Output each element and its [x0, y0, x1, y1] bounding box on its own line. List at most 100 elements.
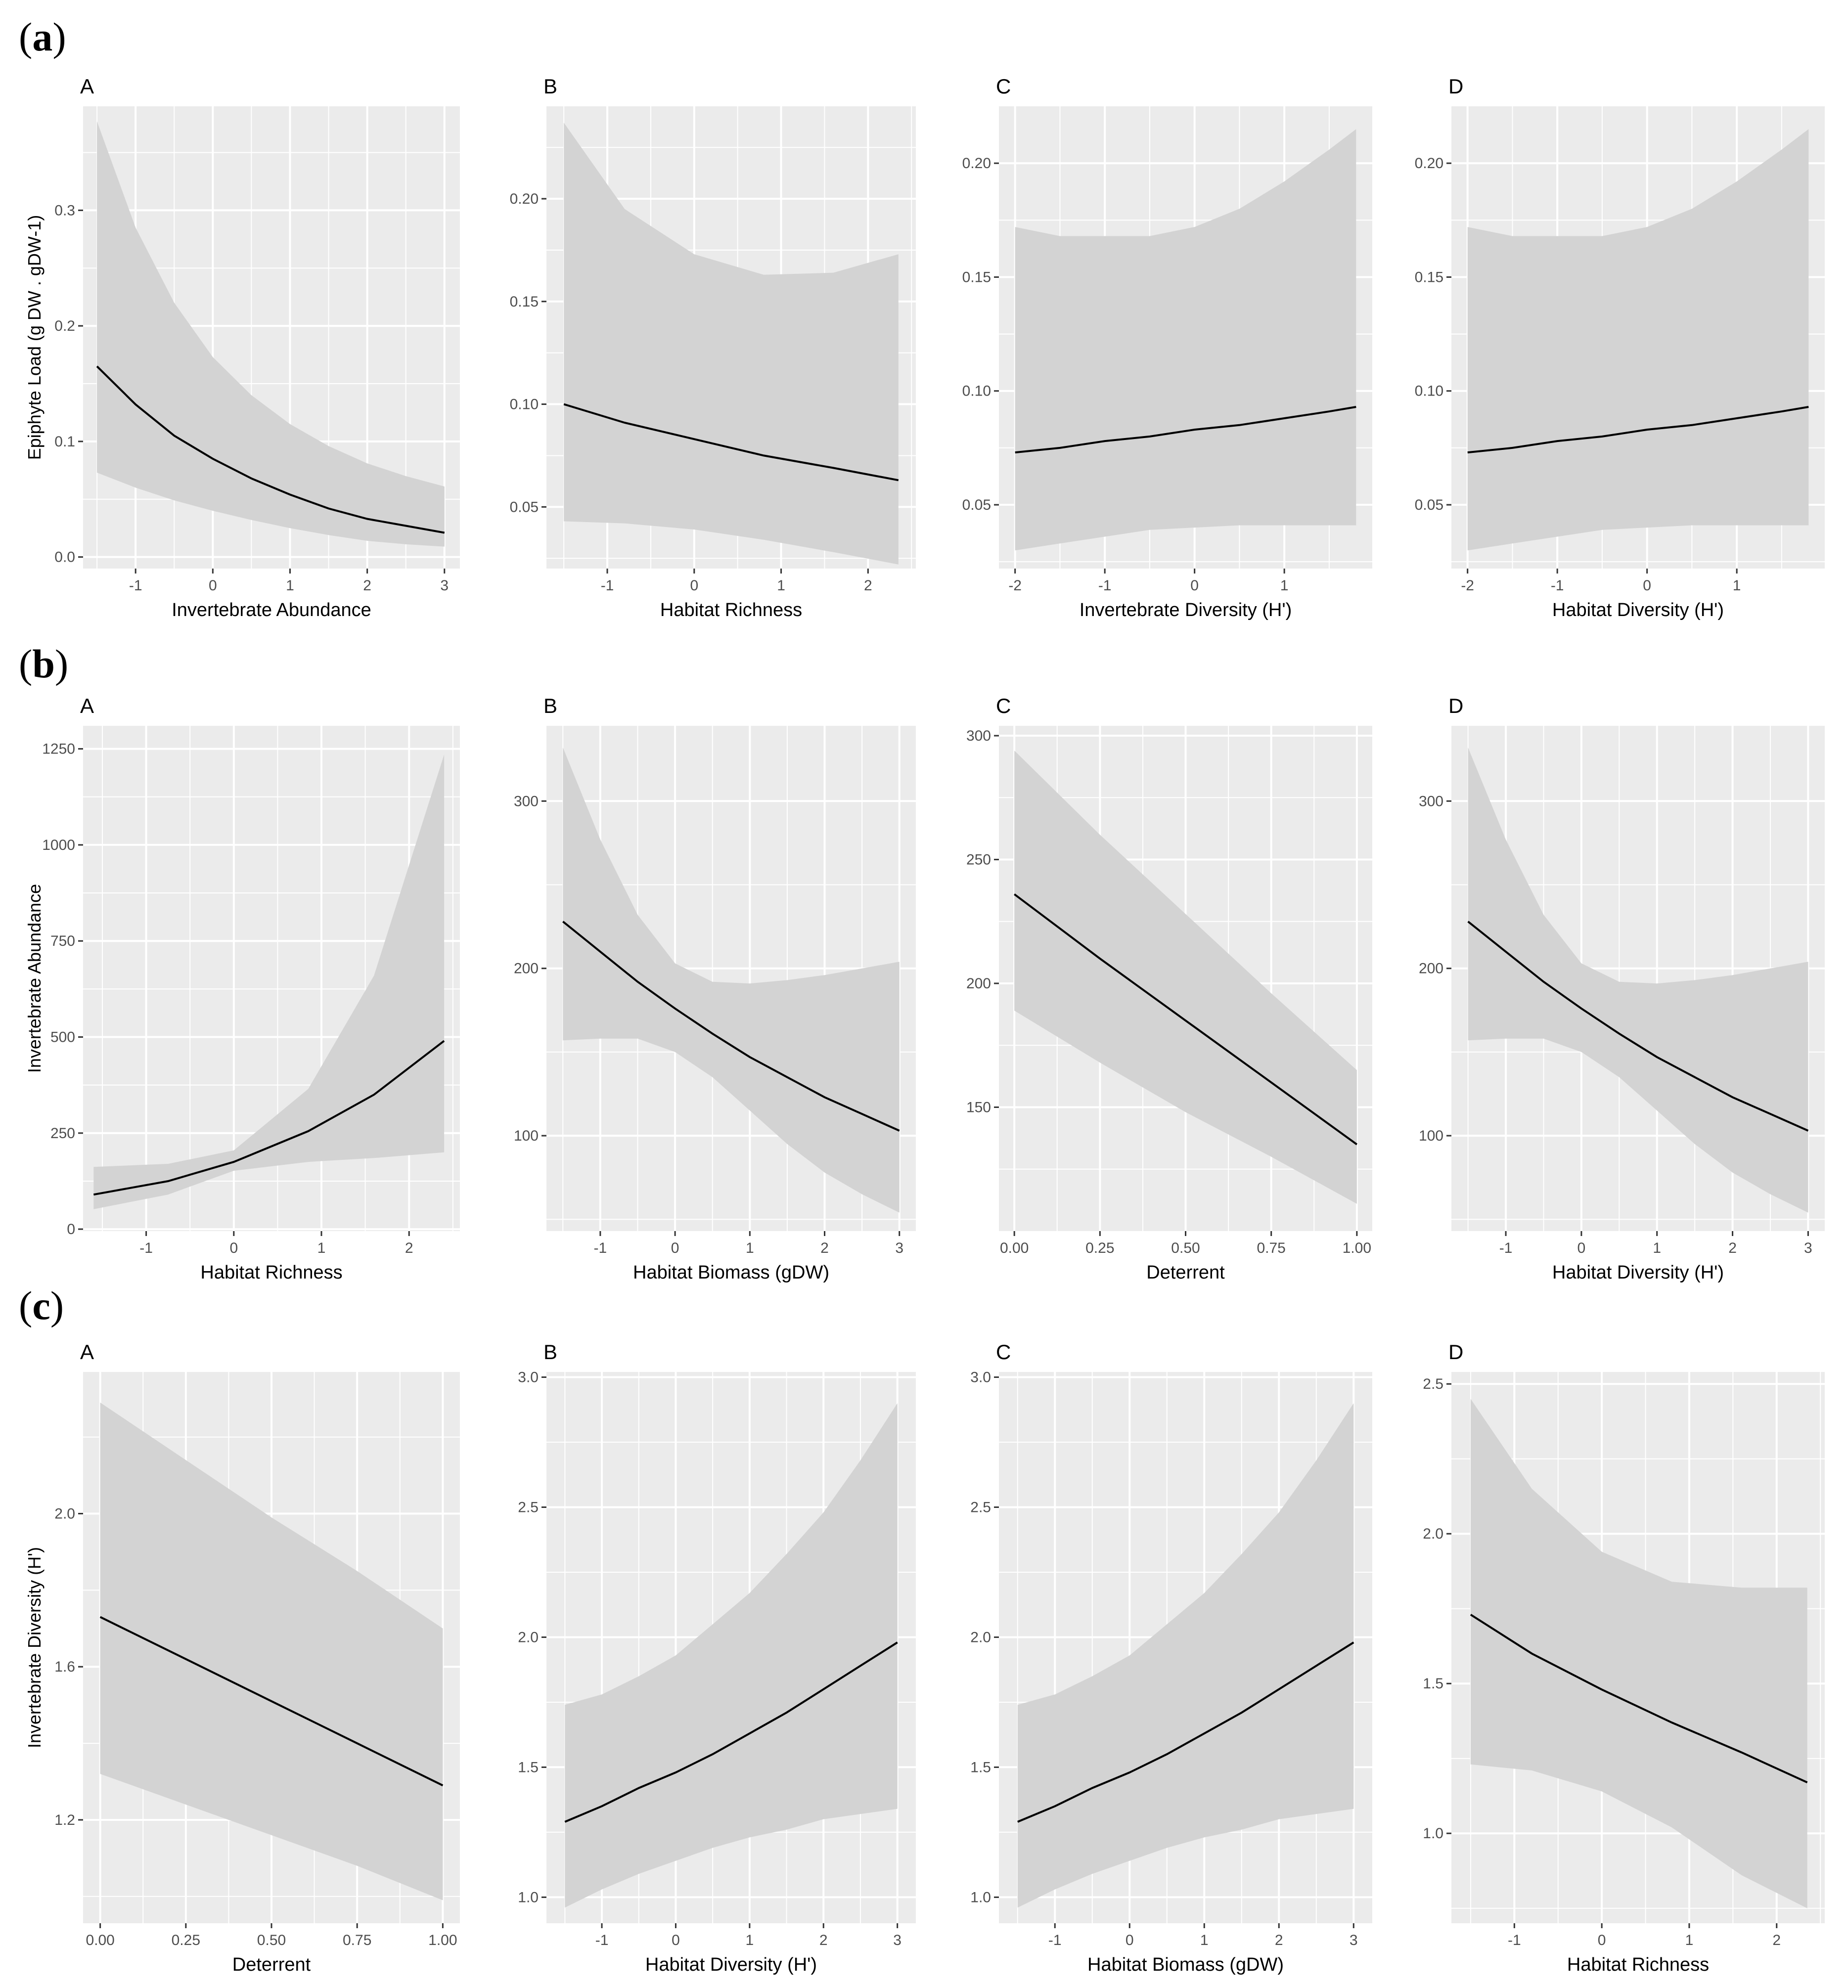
y-tick-label: 1.5: [970, 1759, 991, 1775]
fitted-line: [563, 403, 899, 482]
x-tick-label: 1: [1280, 577, 1289, 594]
x-tick-label: 0.75: [1257, 1240, 1285, 1256]
panel-c-B: -1 0 1 2 3 1.0 1.5 2.0 2.5 3.0B Habitat Diversity …: [518, 1340, 916, 1975]
y-axis-label: Invertebrate Diversity (H'): [24, 1547, 45, 1748]
x-tick-label: 0: [1190, 577, 1199, 594]
x-tick-label: 2: [819, 1932, 828, 1948]
x-tick-label: 1: [317, 1240, 326, 1256]
x-tick-label: 1: [777, 577, 785, 594]
x-tick-label: 1.00: [428, 1932, 457, 1948]
y-tick-label: 0.2: [54, 318, 75, 334]
x-tick-label: 3: [440, 577, 449, 594]
panel-b-C: 0.00 0.25 0.50 0.75 1.00 150 200 250 300 C Deterre…: [966, 694, 1372, 1283]
fitted-line: [1467, 921, 1809, 1132]
row-label-c: (c): [19, 1283, 64, 1328]
y-tick-label: 0.05: [962, 497, 991, 513]
panel-a-A: -1 0 1 2 3 0.0 0.1 0.2 0.3 A Invertebrate Abundanc…: [24, 75, 460, 620]
y-tick-label: 0.05: [510, 499, 539, 515]
confidence-ribbon: [563, 748, 900, 1213]
x-tick-label: 3: [893, 1932, 901, 1948]
x-tick-label: 2: [363, 577, 371, 594]
x-tick-label: 1: [746, 1240, 754, 1256]
y-tick-label: 0.10: [510, 397, 539, 413]
x-tick-label: 0.00: [1000, 1240, 1029, 1256]
x-tick-label: 1.00: [1343, 1240, 1371, 1256]
x-tick-label: 0: [1598, 1932, 1606, 1948]
y-tick-label: 200: [966, 975, 991, 992]
panel-letter: B: [543, 694, 557, 717]
confidence-ribbon: [1468, 748, 1808, 1213]
panel-letter: C: [996, 694, 1011, 717]
x-tick-label: 2: [1728, 1240, 1737, 1256]
fitted-line: [564, 1641, 898, 1823]
y-tick-label: 1.6: [54, 1659, 75, 1675]
x-axis-label: Invertebrate Abundance: [172, 600, 371, 620]
y-axis-label: Invertebrate Abundance: [24, 884, 45, 1073]
x-tick-label: 0: [1578, 1240, 1586, 1256]
y-tick-label: 2.0: [518, 1629, 539, 1645]
y-tick-label: 1.0: [1423, 1825, 1443, 1842]
x-axis-label: Habitat Diversity (H'): [1552, 600, 1724, 620]
y-tick-label: 2.5: [1423, 1376, 1443, 1392]
panel-letter: B: [543, 1340, 557, 1364]
y-tick-label: 0.15: [510, 294, 539, 310]
x-axis-label: Habitat Richness: [1567, 1954, 1709, 1975]
x-tick-label: 1: [1733, 577, 1741, 594]
x-axis-label: Deterrent: [232, 1954, 311, 1975]
fitted-line: [93, 1040, 445, 1196]
x-tick-label: 1: [286, 577, 294, 594]
confidence-ribbon: [1470, 1399, 1807, 1908]
x-axis-label: Habitat Diversity (H'): [645, 1954, 817, 1975]
confidence-ribbon: [1015, 129, 1356, 551]
x-tick-label: -1: [139, 1240, 153, 1256]
x-tick-label: -1: [594, 1240, 607, 1256]
y-tick-label: 0.20: [510, 191, 539, 207]
x-tick-label: -1: [1551, 577, 1564, 594]
y-axis-label: Epiphyte Load (g DW . gDW-1): [24, 215, 45, 460]
x-tick-label: 1: [746, 1932, 754, 1948]
fitted-line: [1015, 406, 1356, 454]
x-tick-label: 2: [1275, 1932, 1283, 1948]
y-tick-label: 500: [50, 1029, 75, 1046]
y-tick-label: 0.10: [962, 383, 991, 399]
fitted-line: [1013, 893, 1357, 1146]
x-tick-label: -1: [1499, 1240, 1513, 1256]
x-tick-label: 0: [209, 577, 217, 594]
x-tick-label: 0.50: [257, 1932, 286, 1948]
x-tick-label: 2: [405, 1240, 413, 1256]
panel-a-C: -2 -1 0 1 0.05 0.10 0.15 0.20 C Invertebrate Dive…: [962, 75, 1372, 620]
confidence-ribbon: [1014, 751, 1357, 1204]
y-tick-label: 1.5: [518, 1759, 539, 1775]
x-axis-label: Invertebrate Diversity (H'): [1080, 600, 1292, 620]
x-axis-label: Habitat Richness: [660, 600, 802, 620]
x-tick-label: -1: [1048, 1932, 1062, 1948]
y-tick-label: 300: [514, 793, 539, 809]
fitted-line: [96, 365, 445, 534]
panel-letter: B: [543, 75, 557, 98]
panel-a-D: -2 -1 0 1 0.05 0.10 0.15 0.20 D Habitat Diversity…: [1415, 75, 1825, 620]
panel-c-C: -1 0 1 2 3 1.0 1.5 2.0 2.5 3.0 C Habitat Biomass (g…: [970, 1340, 1372, 1975]
x-tick-label: 1: [1685, 1932, 1694, 1948]
y-tick-label: 2.0: [1423, 1526, 1443, 1542]
y-tick-label: 0.15: [962, 269, 991, 285]
x-tick-label: 2: [1772, 1932, 1781, 1948]
confidence-ribbon: [100, 1402, 443, 1900]
y-tick-label: 1.2: [54, 1812, 75, 1828]
x-tick-label: -1: [1508, 1932, 1521, 1948]
x-axis-label: Habitat Richness: [200, 1262, 342, 1283]
x-axis-label: Habitat Diversity (H'): [1552, 1262, 1724, 1283]
x-tick-label: -1: [595, 1932, 609, 1948]
x-tick-label: 3: [1804, 1240, 1812, 1256]
y-tick-label: 200: [514, 961, 539, 977]
panel-c-A: 0.00 0.25 0.50 0.75 1.00 1.2 1.6 2.0 A Deterrent I…: [24, 1340, 460, 1975]
panel-b-D: -1 0 1 2 3 100 200 300 D Habitat Diversity (H'): [1419, 694, 1825, 1283]
row-label-b: (b): [19, 641, 69, 686]
y-tick-label: 1000: [42, 837, 75, 853]
fitted-line: [1467, 406, 1809, 454]
y-tick-label: 3.0: [518, 1370, 539, 1386]
y-tick-label: 2.5: [970, 1499, 991, 1515]
x-tick-label: -1: [1098, 577, 1112, 594]
x-tick-label: 2: [864, 577, 872, 594]
x-tick-label: 0.00: [86, 1932, 114, 1948]
